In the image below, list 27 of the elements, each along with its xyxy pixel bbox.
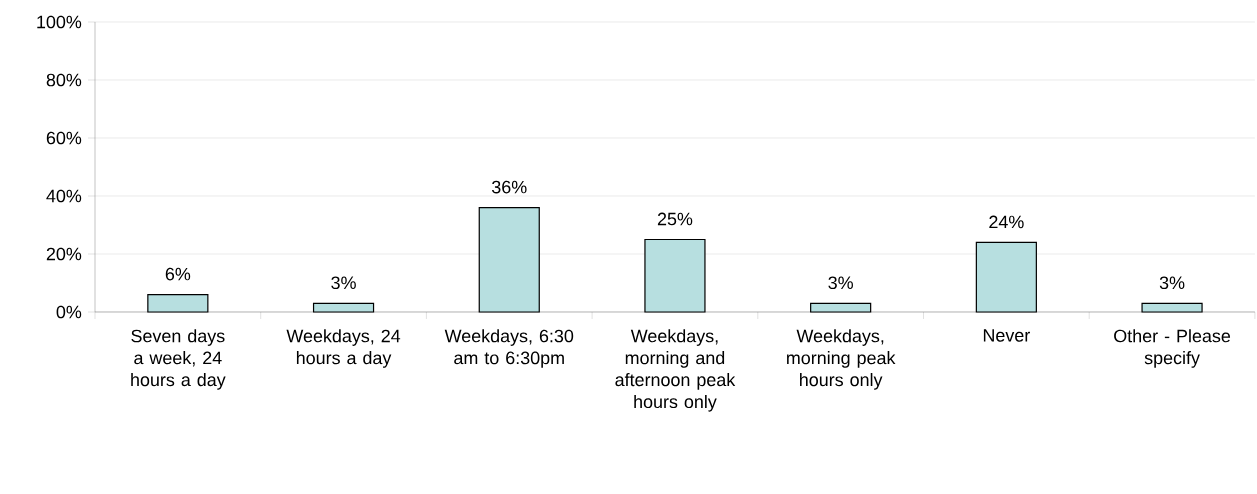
x-tick-label: Seven days a week, 24 hours a day (131, 329, 226, 390)
bar (644, 238, 706, 313)
bar (1141, 302, 1203, 313)
y-tick-label: 100% (37, 15, 82, 29)
x-tick-label: Weekdays, morning peak hours only (787, 329, 896, 390)
data-label: 36% (492, 180, 527, 194)
x-tick-label: Weekdays, morning and afternoon peak hours only (615, 329, 736, 412)
y-tick-label: 80% (46, 73, 82, 87)
y-tick-label: 40% (46, 189, 82, 203)
data-label: 3% (331, 276, 356, 290)
data-label: 6% (165, 267, 191, 281)
data-label: 25% (657, 212, 693, 226)
data-label: 24% (989, 215, 1024, 229)
bar (147, 294, 209, 313)
x-tick-label: Other - Please specify (1114, 329, 1231, 368)
data-label: 3% (828, 276, 853, 290)
y-tick-label: 20% (46, 247, 82, 261)
y-tick-label: 0% (56, 305, 82, 319)
y-tick-label: 60% (46, 131, 82, 145)
data-label: 3% (1159, 276, 1185, 290)
bar (312, 302, 375, 313)
bar (975, 241, 1037, 313)
bar (810, 302, 872, 313)
x-tick-label: Weekdays, 24 hours a day (286, 329, 401, 368)
bar (478, 207, 540, 313)
x-tick-label: Weekdays, 6:30 am to 6:30pm (444, 329, 574, 368)
x-tick-label: Never (983, 329, 1030, 342)
